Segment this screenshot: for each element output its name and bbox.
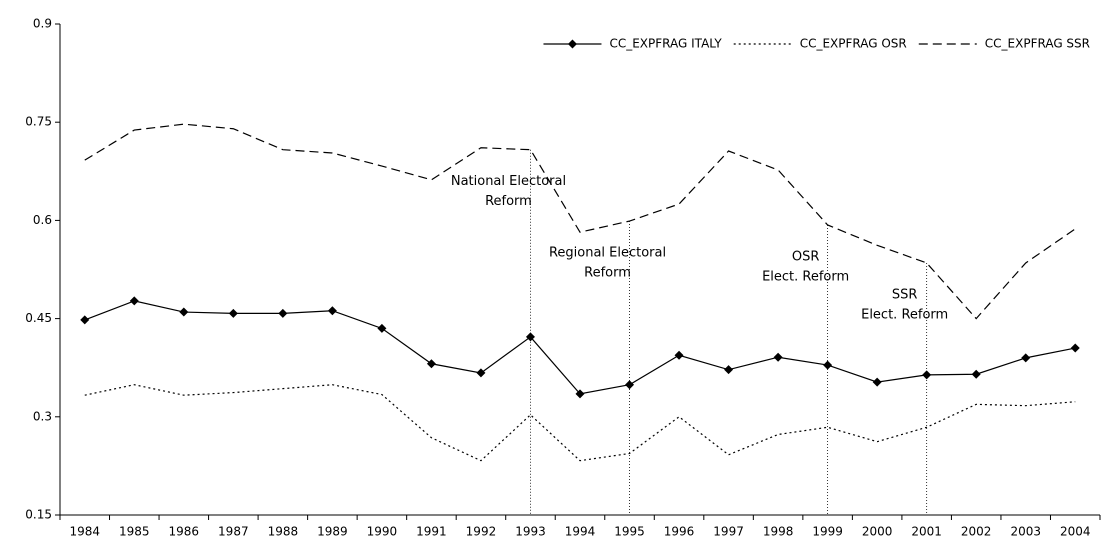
marker bbox=[724, 365, 734, 375]
series-line bbox=[84, 123, 1076, 320]
x-tick-label: 1987 bbox=[218, 525, 249, 539]
marker bbox=[575, 389, 585, 399]
legend-label: CC_EXPFRAG ITALY bbox=[609, 37, 722, 51]
x-tick-label: 1993 bbox=[515, 525, 546, 539]
x-tick-label: 1988 bbox=[268, 525, 299, 539]
marker bbox=[327, 306, 337, 316]
marker bbox=[80, 315, 90, 325]
marker bbox=[278, 308, 288, 318]
annotation-text: Elect. Reform bbox=[762, 269, 849, 284]
x-tick-label: 2003 bbox=[1010, 525, 1041, 539]
y-tick-label: 0.6 bbox=[33, 213, 52, 227]
x-tick-label: 1995 bbox=[614, 525, 645, 539]
x-tick-label: 1991 bbox=[416, 525, 447, 539]
marker bbox=[525, 332, 535, 342]
marker bbox=[426, 359, 436, 369]
marker bbox=[971, 369, 981, 379]
annotation-text: Reform bbox=[584, 266, 631, 281]
marker bbox=[1070, 343, 1080, 353]
marker bbox=[674, 350, 684, 360]
marker bbox=[823, 360, 833, 370]
y-tick-label: 0.9 bbox=[33, 17, 52, 31]
marker bbox=[377, 323, 387, 333]
marker bbox=[1021, 353, 1031, 363]
x-tick-label: 2001 bbox=[911, 525, 942, 539]
marker bbox=[625, 380, 635, 390]
x-tick-label: 1989 bbox=[317, 525, 348, 539]
x-tick-label: 2002 bbox=[961, 525, 992, 539]
x-tick-label: 1986 bbox=[169, 525, 200, 539]
legend-label: CC_EXPFRAG OSR bbox=[800, 37, 907, 51]
legend-label: CC_EXPFRAG SSR bbox=[985, 37, 1090, 51]
x-tick-label: 1992 bbox=[466, 525, 497, 539]
marker bbox=[476, 368, 486, 378]
x-tick-label: 1997 bbox=[713, 525, 744, 539]
annotation-text: SSR bbox=[892, 287, 918, 302]
x-tick-label: 1998 bbox=[763, 525, 794, 539]
annotation-text: Regional Electoral bbox=[549, 246, 666, 261]
marker bbox=[773, 352, 783, 362]
y-tick-label: 0.45 bbox=[25, 311, 52, 325]
marker bbox=[872, 377, 882, 387]
x-tick-label: 1984 bbox=[69, 525, 100, 539]
x-tick-label: 1990 bbox=[367, 525, 398, 539]
marker bbox=[922, 370, 932, 380]
series-line bbox=[84, 384, 1076, 462]
x-tick-label: 1994 bbox=[565, 525, 596, 539]
x-tick-label: 2004 bbox=[1060, 525, 1091, 539]
x-tick-label: 1999 bbox=[812, 525, 843, 539]
annotation-text: National Electoral bbox=[451, 174, 566, 189]
x-tick-label: 1996 bbox=[664, 525, 695, 539]
marker bbox=[228, 308, 238, 318]
y-tick-label: 0.15 bbox=[25, 508, 52, 522]
y-tick-label: 0.75 bbox=[25, 115, 52, 129]
annotation-text: Reform bbox=[485, 194, 532, 209]
legend-marker bbox=[567, 39, 577, 49]
y-tick-label: 0.3 bbox=[33, 409, 52, 423]
x-tick-label: 2000 bbox=[862, 525, 893, 539]
marker bbox=[179, 307, 189, 317]
annotation-text: Elect. Reform bbox=[861, 307, 948, 322]
x-tick-label: 1985 bbox=[119, 525, 150, 539]
annotation-text: OSR bbox=[792, 249, 820, 264]
marker bbox=[129, 296, 139, 306]
